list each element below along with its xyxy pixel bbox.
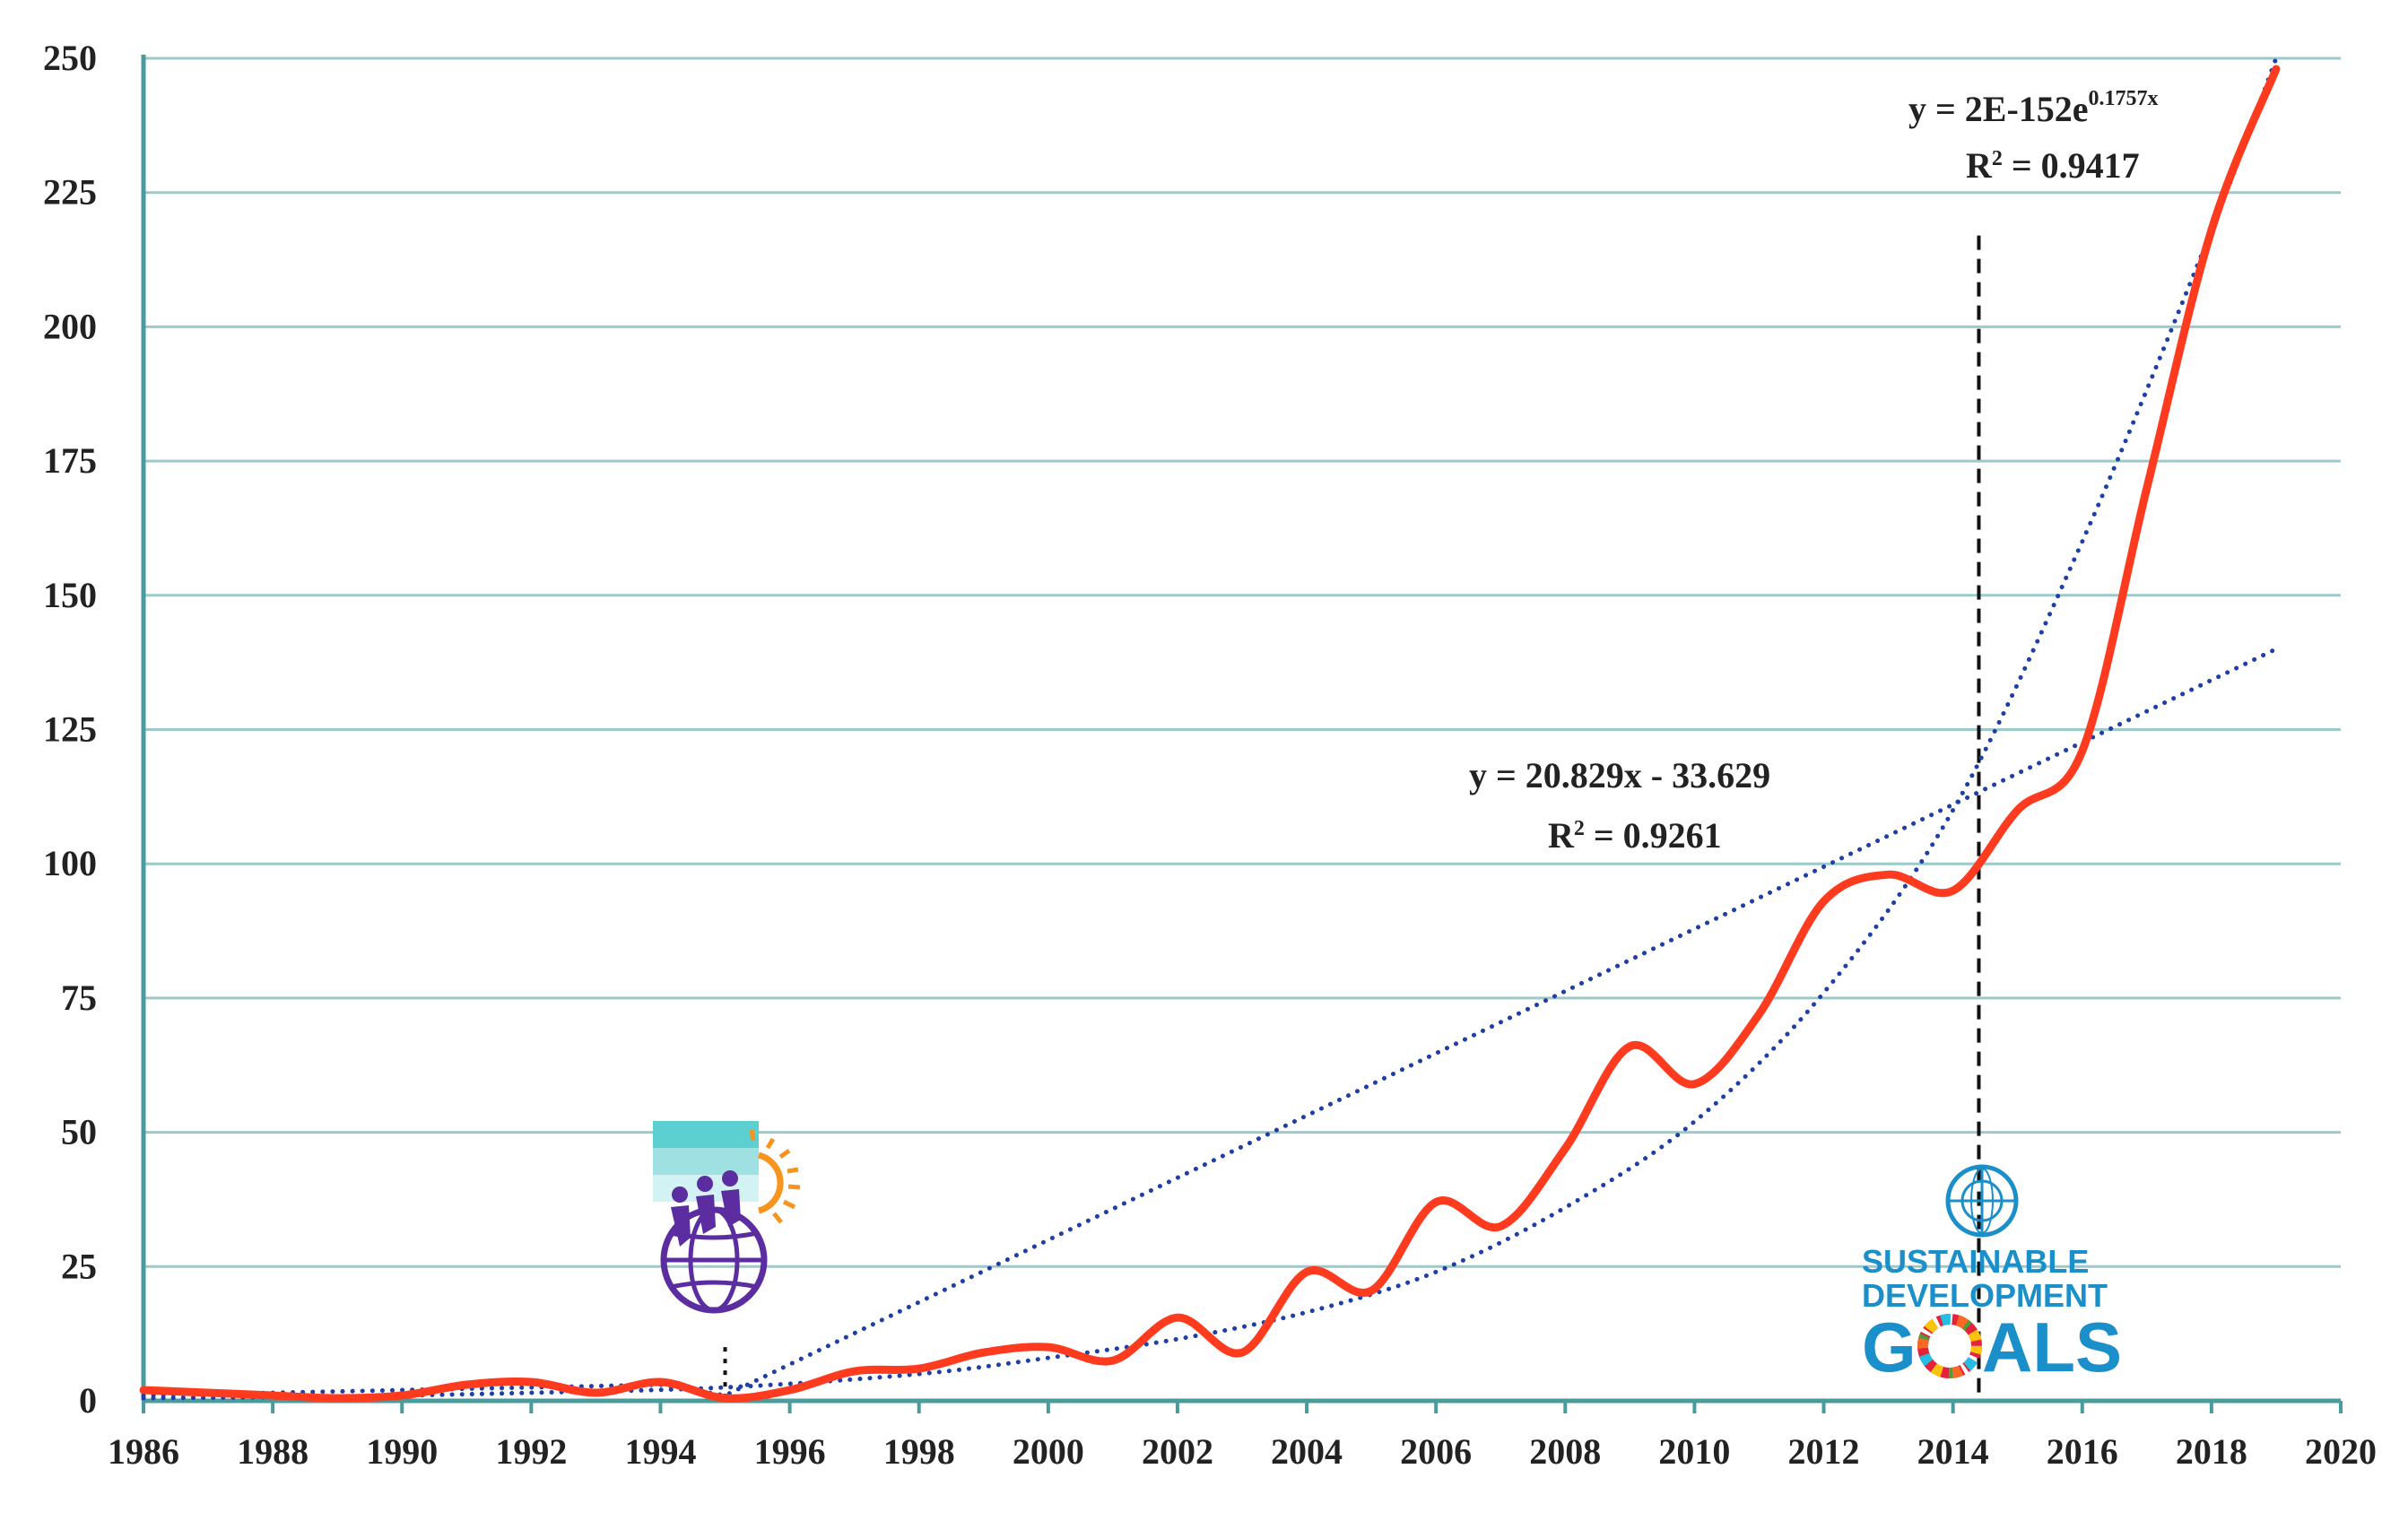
sdg-g: G	[1862, 1308, 1917, 1386]
people-icon	[671, 1170, 741, 1247]
x-tick-label-2018: 2018	[2176, 1431, 2247, 1472]
series-publications	[139, 65, 2281, 1403]
y-tick-label-50: 50	[61, 1112, 97, 1152]
x-tick-label-2002: 2002	[1142, 1431, 1213, 1472]
sdg-line1: SUSTAINABLE	[1862, 1243, 2089, 1280]
x-tick-label-1990: 1990	[366, 1431, 438, 1472]
series	[139, 56, 2281, 1403]
x-tick-label-2004: 2004	[1271, 1431, 1343, 1472]
exp-r-label: R	[1966, 145, 1993, 186]
y-tick-label-200: 200	[43, 306, 97, 346]
y-tick-label-0: 0	[79, 1380, 97, 1421]
exp-equation-prefix: y = 2E-152e	[1908, 89, 2089, 129]
sun-icon	[749, 1129, 801, 1224]
exp-equation-exponent: 0.1757x	[2089, 87, 2159, 110]
lin-r-label: R	[1548, 815, 1575, 856]
linear-r-squared: R2 = 0.9261	[1548, 815, 1722, 856]
logo-band-2	[653, 1148, 759, 1175]
y-tick-label-250: 250	[43, 38, 97, 78]
conference-logo	[653, 1121, 801, 1314]
y-tick-label-150: 150	[43, 575, 97, 615]
sdg-line2: DEVELOPMENT	[1862, 1277, 2108, 1314]
y-tick-label-75: 75	[61, 978, 97, 1018]
grid-lines	[143, 56, 2341, 1268]
exp-r-value: = 0.9417	[2003, 145, 2140, 186]
x-tick-label-2016: 2016	[2047, 1431, 2118, 1472]
exp-r-sup: 2	[1992, 147, 2003, 170]
x-tick-label-1992: 1992	[495, 1431, 567, 1472]
x-tick-label-2006: 2006	[1400, 1431, 1472, 1472]
x-tick-label-1996: 1996	[754, 1431, 826, 1472]
sdg-wheel-icon	[1917, 1314, 1982, 1378]
axes	[141, 55, 2341, 1404]
linear-equation: y = 20.829x - 33.629	[1469, 755, 1770, 795]
y-tick-label-125: 125	[43, 709, 97, 750]
y-tick-label-225: 225	[43, 172, 97, 213]
y-tick-label-175: 175	[43, 440, 97, 481]
un-emblem-icon	[1945, 1164, 2019, 1238]
x-tick-label-2020: 2020	[2305, 1431, 2377, 1472]
sdg-als: ALS	[1982, 1308, 2122, 1386]
series-linear-trend	[141, 647, 2279, 1398]
x-tick-label-2012: 2012	[1788, 1431, 1860, 1472]
vertical-markers	[723, 235, 1981, 1401]
y-tick-labels: 0 25 50 75 100 125 150 175 200 225 250	[43, 38, 97, 1421]
y-tick-label-25: 25	[61, 1246, 97, 1286]
x-tick-label-2008: 2008	[1529, 1431, 1601, 1472]
y-tick-label-100: 100	[43, 843, 97, 883]
x-tick-labels: 1986 1988 1990 1992 1994 1996 1998 2000 2002 2004…	[108, 1401, 2377, 1472]
lin-r-sup: 2	[1574, 817, 1585, 840]
x-tick-label-2014: 2014	[1917, 1431, 1989, 1472]
x-tick-label-2000: 2000	[1013, 1431, 1084, 1472]
x-tick-label-1998: 1998	[883, 1431, 955, 1472]
series-exponential-trend	[141, 56, 2279, 1401]
exp-equation: y = 2E-152e0.1757x	[1908, 87, 2159, 129]
x-tick-label-1994: 1994	[624, 1431, 696, 1472]
x-tick-label-2010: 2010	[1658, 1431, 1730, 1472]
x-tick-label-1986: 1986	[108, 1431, 179, 1472]
logo-band-1	[653, 1121, 759, 1148]
sdg-logo: SUSTAINABLE DEVELOPMENT G ALS	[1862, 1164, 2122, 1386]
lin-r-value: = 0.9261	[1585, 815, 1722, 856]
exp-r-squared: R2 = 0.9417	[1966, 145, 2140, 186]
x-tick-label-1988: 1988	[237, 1431, 309, 1472]
